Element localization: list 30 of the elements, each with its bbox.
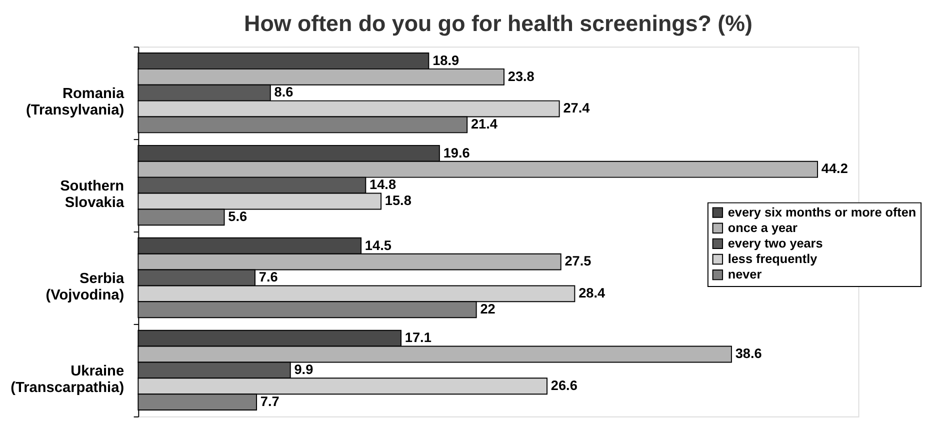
legend-label: once a year xyxy=(728,221,798,236)
data-label: 14.8 xyxy=(370,177,396,192)
data-label: 27.4 xyxy=(563,100,590,116)
y-tick-label: Serbia (Vojvodina) xyxy=(46,271,125,304)
data-label: 44.2 xyxy=(821,161,848,176)
data-label: 19.6 xyxy=(443,145,470,160)
legend-label: every six months or more often xyxy=(728,205,916,220)
data-label: 27.5 xyxy=(564,254,592,269)
legend-label: every two years xyxy=(728,236,823,251)
y-tick-label: Ukraine (Transcarpathia) xyxy=(10,364,124,396)
legend-label: never xyxy=(728,268,762,282)
y-tick-label: Romania (Transylvania) xyxy=(26,86,125,119)
data-label: 8.6 xyxy=(274,84,294,100)
data-label: 23.8 xyxy=(508,68,535,84)
data-label: 17.1 xyxy=(404,330,432,346)
data-label: 22 xyxy=(480,302,496,317)
data-label: 7.6 xyxy=(258,270,278,285)
chart-title: How often do you go for health screenings? (%) xyxy=(244,11,752,36)
data-label: 9.9 xyxy=(294,362,314,378)
data-label: 21.4 xyxy=(470,116,498,132)
y-tick-label: Southern Slovakia xyxy=(60,178,125,212)
data-label: 28.4 xyxy=(578,286,606,301)
data-label: 14.5 xyxy=(364,238,392,253)
data-label: 18.9 xyxy=(432,52,460,68)
data-label: 26.6 xyxy=(550,378,578,394)
legend-label: less frequently xyxy=(728,252,818,266)
data-label: 5.6 xyxy=(228,209,248,224)
data-label: 7.7 xyxy=(260,394,280,409)
data-label: 38.6 xyxy=(735,346,762,362)
data-label: 15.8 xyxy=(384,193,412,208)
